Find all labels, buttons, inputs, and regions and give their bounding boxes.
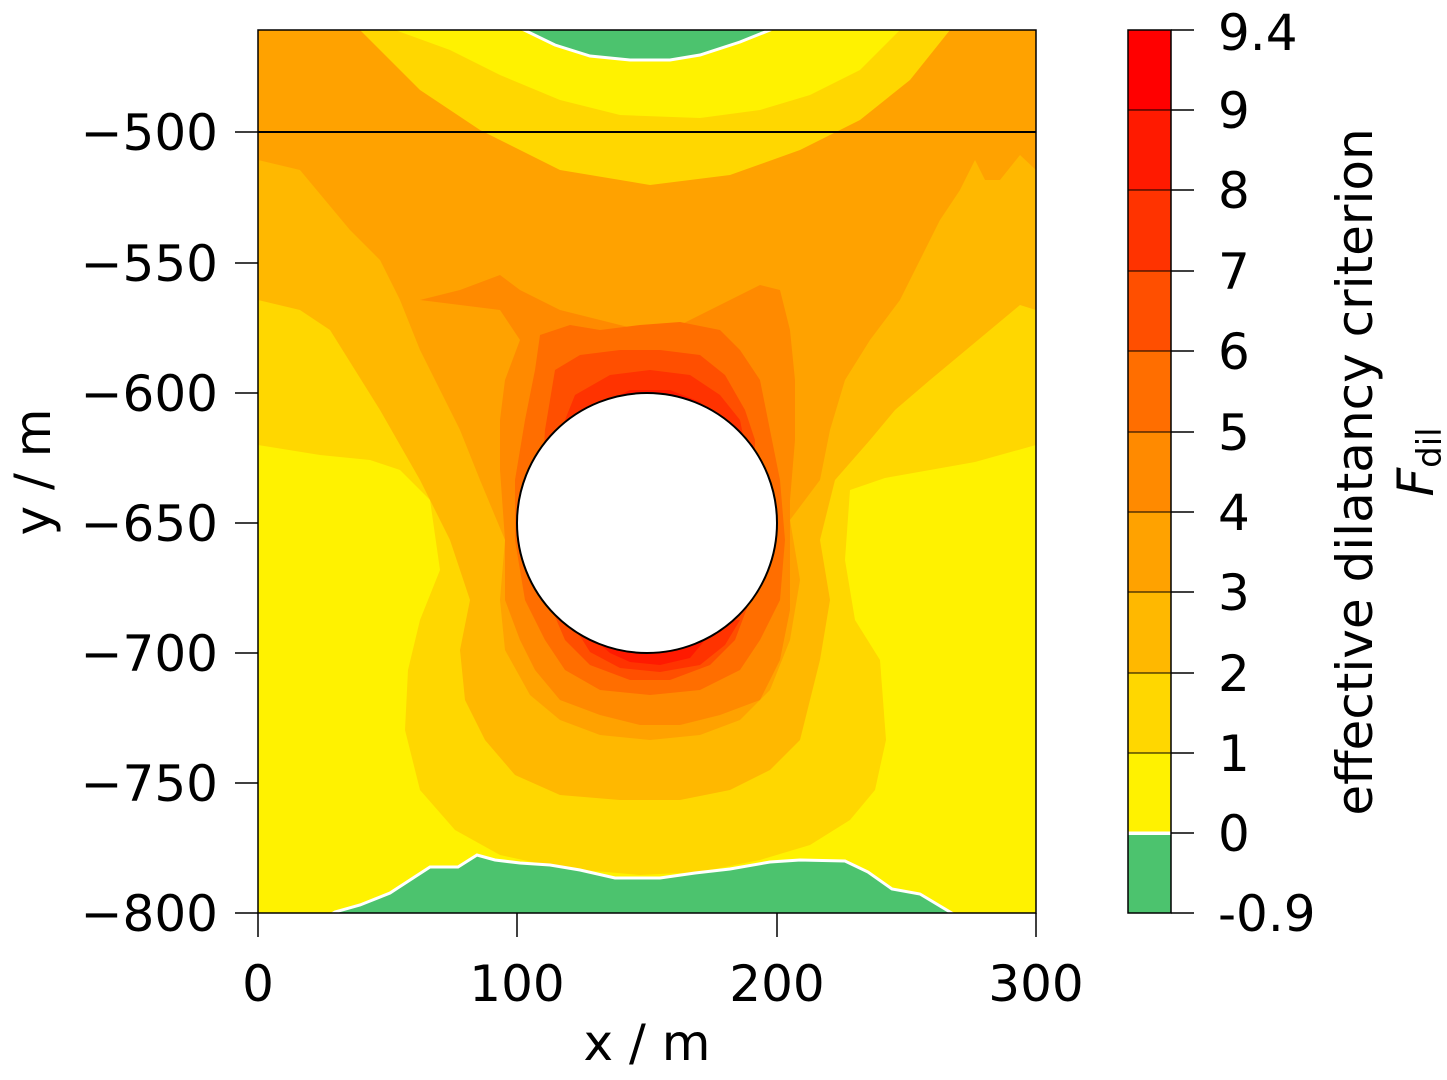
colorbar-tick-label: 3: [1218, 564, 1250, 622]
colorbar-tick-label: 9.4: [1218, 4, 1298, 62]
x-tick-label: 300: [988, 955, 1083, 1013]
colorbar: [1127, 29, 1194, 914]
colorbar-level: [1128, 271, 1171, 351]
y-tick-label: −750: [81, 755, 218, 813]
y-tick-label: −600: [81, 365, 218, 423]
colorbar-label: effective dilatancy criterion: [1326, 128, 1384, 815]
y-axis: [235, 131, 258, 914]
colorbar-symbol: Fdil: [1387, 427, 1447, 496]
y-tick-label: −650: [81, 495, 218, 553]
plot-frame: [257, 29, 1037, 914]
colorbar-symbol-subscript: dil: [1410, 427, 1447, 467]
x-tick-label: 100: [469, 955, 564, 1013]
x-tick-label: 200: [729, 955, 824, 1013]
colorbar-tick-label: 9: [1218, 82, 1250, 140]
colorbar-tick-label: 6: [1218, 323, 1250, 381]
x-tick-label: 0: [242, 955, 274, 1013]
colorbar-level: [1128, 190, 1171, 271]
colorbar-tick-label: 8: [1218, 162, 1250, 220]
colorbar-tick-label: -0.9: [1218, 885, 1316, 943]
x-axis-label: x / m: [584, 1014, 711, 1072]
cavity: [516, 392, 778, 654]
y-tick-label: −800: [81, 885, 218, 943]
colorbar-tick-label: 4: [1218, 484, 1250, 542]
colorbar-level: [1128, 30, 1171, 110]
colorbar-level: [1128, 512, 1171, 592]
level-neg-bottom: [330, 853, 955, 913]
x-tick-labels: 0 100 200 300: [242, 955, 1084, 1013]
colorbar-level: [1128, 835, 1171, 913]
colorbar-tick-labels: 9.4 9 8 7 6 5 4 3 2 1 0 -0.9: [1218, 4, 1316, 943]
plot-area: [258, 30, 1036, 913]
colorbar-symbol-main: F: [1387, 467, 1445, 497]
y-tick-labels: −800 −750 −700 −650 −600 −550 −500: [81, 104, 218, 943]
colorbar-level: [1128, 351, 1171, 432]
y-tick-label: −700: [81, 625, 218, 683]
colorbar-level: [1128, 592, 1171, 673]
colorbar-level: [1128, 753, 1171, 833]
colorbar-tick-label: 0: [1218, 805, 1250, 863]
colorbar-tick-label: 5: [1218, 404, 1250, 462]
level-neg-top: [520, 30, 772, 62]
colorbar-tick-label: 2: [1218, 645, 1250, 703]
level-0-1-top: [395, 30, 900, 118]
colorbar-level: [1128, 110, 1171, 190]
colorbar-tick-label: 1: [1218, 725, 1250, 783]
colorbar-tick-label: 7: [1218, 243, 1250, 301]
x-axis: [257, 913, 1037, 937]
y-tick-label: −500: [81, 104, 218, 162]
colorbar-level: [1128, 673, 1171, 753]
y-tick-label: −550: [81, 235, 218, 293]
colorbar-level: [1128, 432, 1171, 512]
y-axis-label: y / m: [4, 409, 62, 536]
